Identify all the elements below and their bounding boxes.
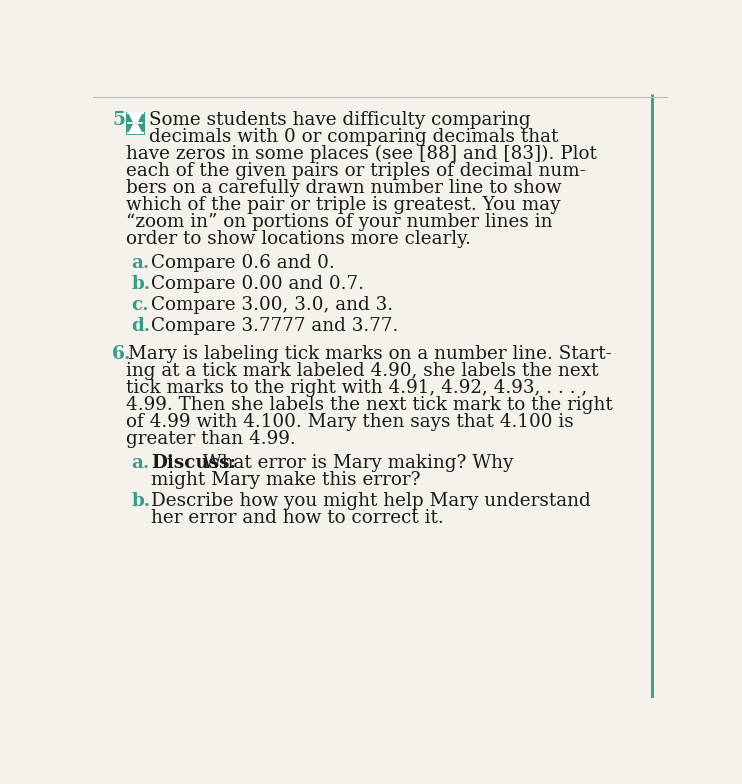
Text: 6.: 6. (112, 345, 131, 363)
Text: a.: a. (131, 455, 150, 473)
Text: have zeros in some places (see [88] and [83]). Plot: have zeros in some places (see [88] and … (126, 145, 597, 163)
Text: each of the given pairs or triples of decimal num-: each of the given pairs or triples of de… (126, 162, 586, 180)
Text: bers on a carefully drawn number line to show: bers on a carefully drawn number line to… (126, 179, 562, 197)
Text: Describe how you might help Mary understand: Describe how you might help Mary underst… (151, 492, 591, 510)
Text: b.: b. (131, 275, 151, 293)
FancyBboxPatch shape (126, 112, 145, 135)
Text: “zoom in” on portions of your number lines in: “zoom in” on portions of your number lin… (126, 212, 553, 230)
Polygon shape (128, 124, 142, 132)
Text: Compare 0.6 and 0.: Compare 0.6 and 0. (151, 254, 335, 272)
Text: 5.: 5. (112, 111, 131, 129)
Text: Compare 0.00 and 0.7.: Compare 0.00 and 0.7. (151, 275, 364, 293)
Text: of 4.99 with 4.100. Mary then says that 4.100 is: of 4.99 with 4.100. Mary then says that … (126, 413, 574, 431)
Text: tick marks to the right with 4.91, 4.92, 4.93, . . . ,: tick marks to the right with 4.91, 4.92,… (126, 379, 588, 397)
Text: b.: b. (131, 492, 151, 510)
Text: Discuss:: Discuss: (151, 455, 236, 473)
Text: What error is Mary making? Why: What error is Mary making? Why (191, 455, 513, 473)
Text: 4.99. Then she labels the next tick mark to the right: 4.99. Then she labels the next tick mark… (126, 396, 613, 414)
Polygon shape (128, 114, 142, 122)
Text: ing at a tick mark labeled 4.90, she labels the next: ing at a tick mark labeled 4.90, she lab… (126, 362, 599, 380)
Text: greater than 4.99.: greater than 4.99. (126, 430, 296, 448)
Text: Some students have difficulty comparing: Some students have difficulty comparing (149, 111, 531, 129)
Text: Compare 3.7777 and 3.77.: Compare 3.7777 and 3.77. (151, 317, 398, 335)
Text: decimals with 0 or comparing decimals that: decimals with 0 or comparing decimals th… (149, 128, 559, 146)
Text: might Mary make this error?: might Mary make this error? (151, 471, 421, 489)
Text: a.: a. (131, 254, 150, 272)
Text: Mary is labeling tick marks on a number line. Start-: Mary is labeling tick marks on a number … (128, 345, 611, 363)
Text: d.: d. (131, 317, 151, 335)
Text: Compare 3.00, 3.0, and 3.: Compare 3.00, 3.0, and 3. (151, 296, 393, 314)
Text: her error and how to correct it.: her error and how to correct it. (151, 509, 444, 527)
Text: order to show locations more clearly.: order to show locations more clearly. (126, 230, 471, 248)
Text: c.: c. (131, 296, 149, 314)
Text: which of the pair or triple is greatest. You may: which of the pair or triple is greatest.… (126, 196, 560, 214)
